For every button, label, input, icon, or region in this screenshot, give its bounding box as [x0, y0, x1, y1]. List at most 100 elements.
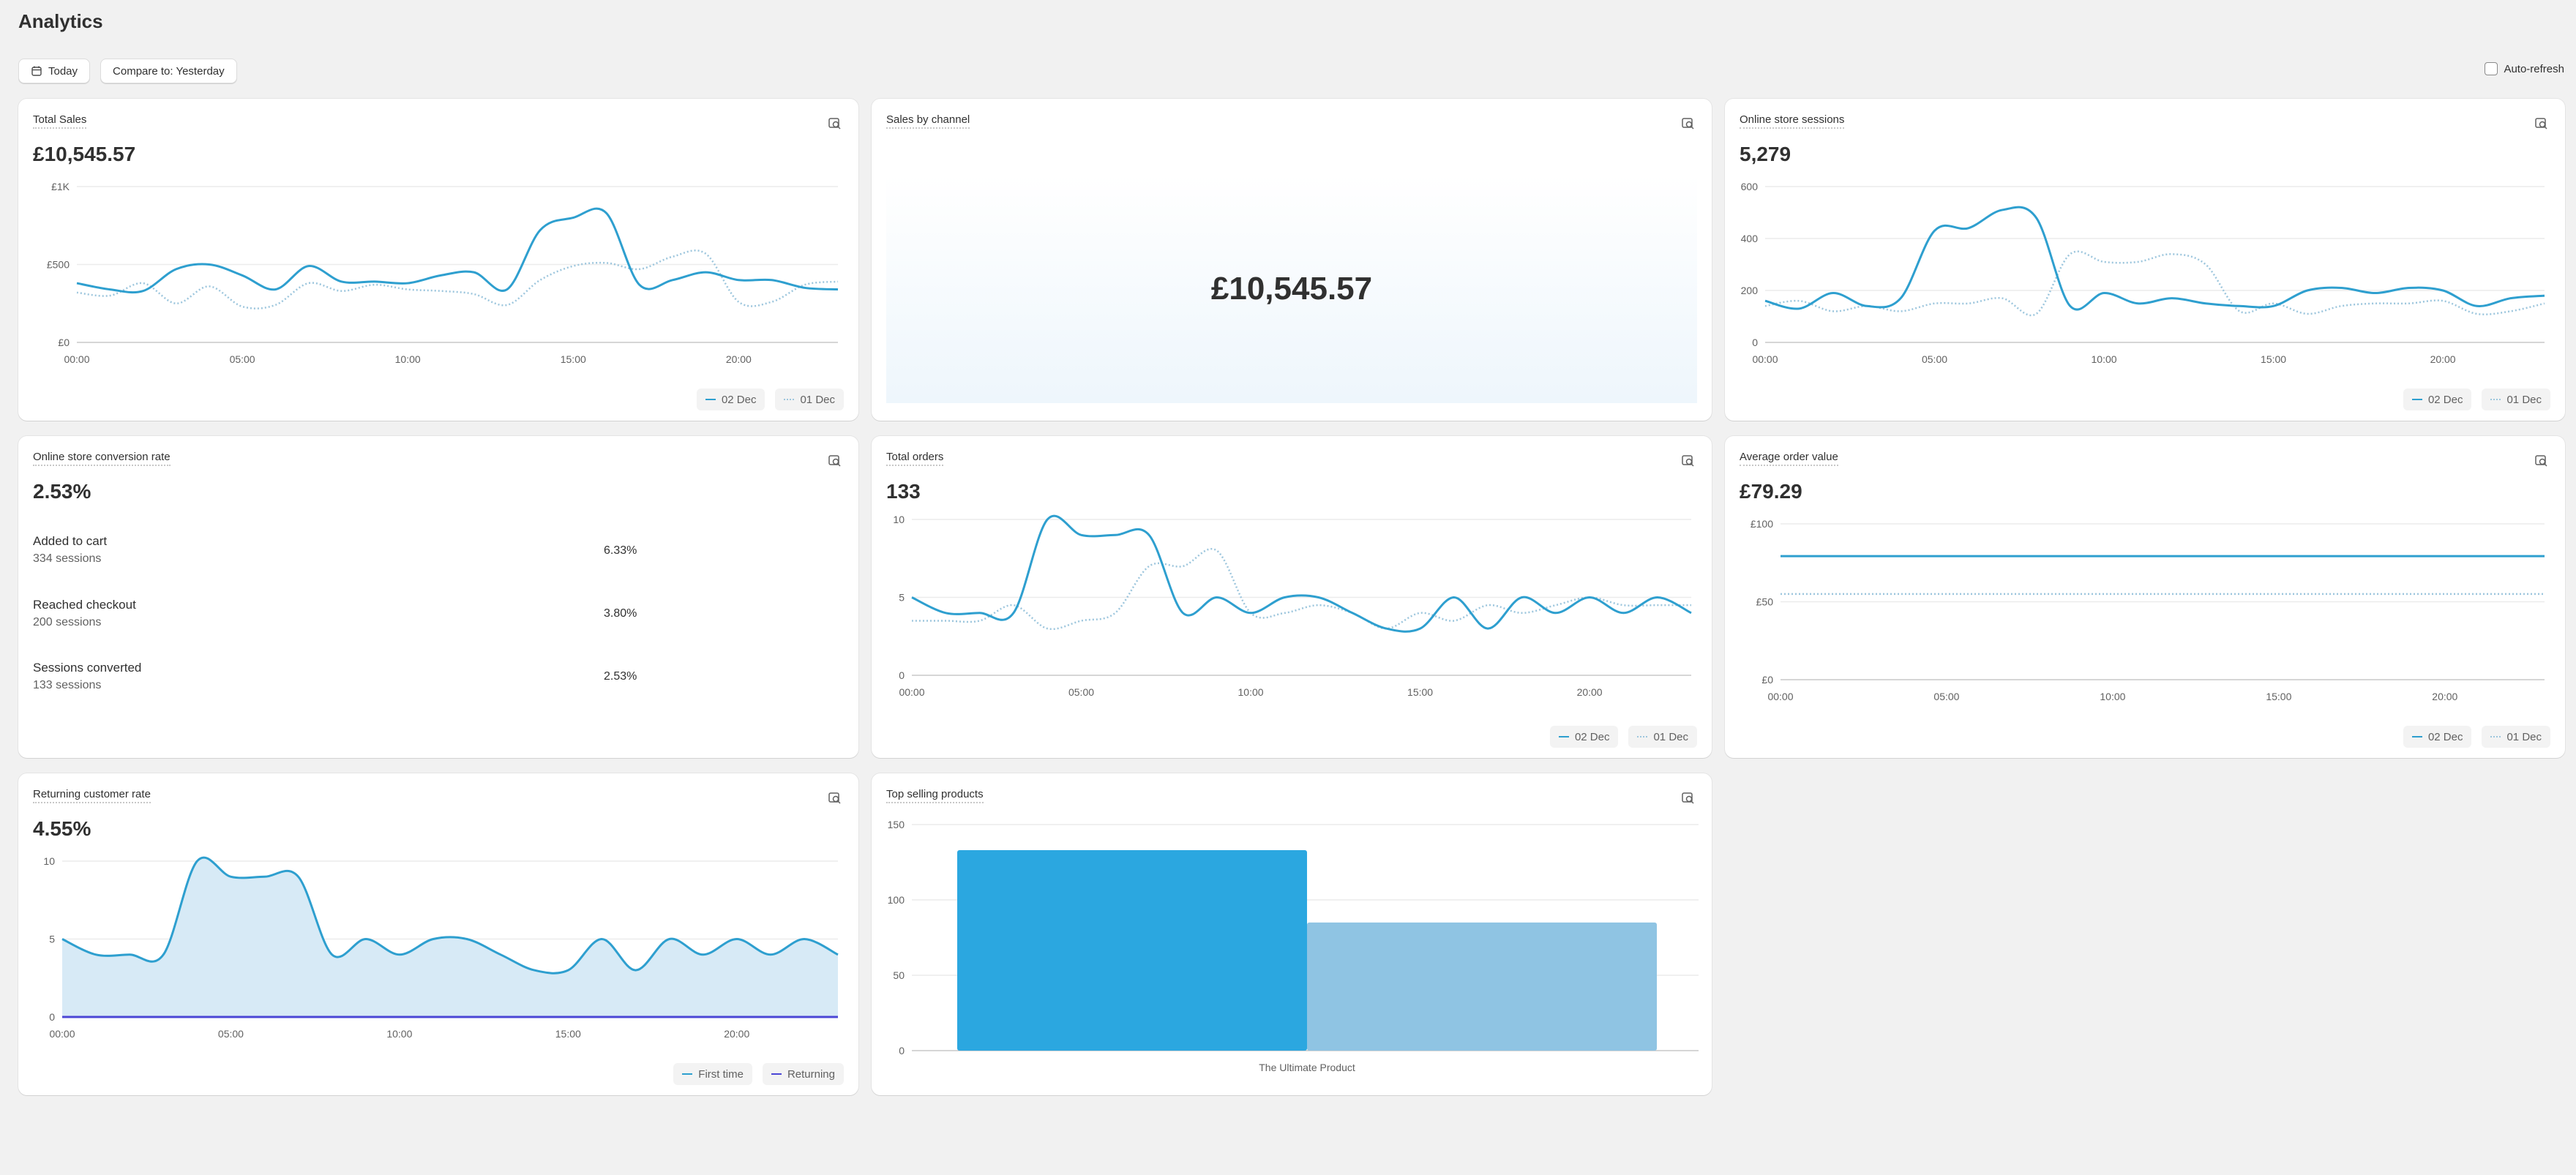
legend-label: 02 Dec	[1574, 730, 1610, 743]
card-title[interactable]: Returning customer rate	[33, 788, 151, 803]
explore-icon[interactable]	[828, 791, 842, 806]
x-tick-label: 15:00	[555, 1028, 581, 1040]
autorefresh-checkbox[interactable]	[2485, 62, 2498, 75]
conversion-row-sessions: 200 sessions	[33, 616, 102, 628]
y-tick-label: £500	[47, 259, 70, 271]
y-tick-label: 0	[49, 1011, 55, 1023]
legend-item-current[interactable]: 02 Dec	[2403, 388, 2472, 410]
bar-comparison[interactable]	[1307, 922, 1657, 1051]
x-tick-label: 00:00	[1752, 353, 1778, 365]
conversion-row-checkout: Reached checkout 200 sessions	[33, 598, 136, 629]
page-title: Analytics	[18, 10, 103, 32]
card-title[interactable]: Average order value	[1740, 451, 1838, 466]
x-tick-label: 05:00	[218, 1028, 244, 1040]
legend-item-first-time[interactable]: First time	[673, 1063, 752, 1085]
x-tick-label: 00:00	[49, 1028, 75, 1040]
autorefresh-toggle[interactable]: Auto-refresh	[2485, 62, 2564, 75]
y-tick-label: 0	[899, 669, 905, 681]
legend-line-solid	[2411, 736, 2422, 737]
legend-line-dotted	[784, 399, 795, 400]
legend-line-solid	[2411, 399, 2422, 400]
y-tick-label: 600	[1741, 181, 1759, 192]
conversion-row-converted: Sessions converted 133 sessions	[33, 661, 141, 692]
card-title[interactable]: Online store sessions	[1740, 113, 1845, 129]
x-tick-label: 20:00	[2430, 353, 2456, 365]
legend-item-current[interactable]: 02 Dec	[696, 388, 765, 410]
date-range-button[interactable]: Today	[18, 59, 91, 83]
x-tick-label: 20:00	[1577, 686, 1603, 698]
series-line-primary	[61, 856, 839, 975]
card-sales-by-channel: Sales by channel £10,545.57	[872, 99, 1712, 421]
x-tick-label: 05:00	[230, 353, 255, 365]
y-tick-label: 50	[893, 969, 905, 981]
x-tick-label: 10:00	[395, 353, 421, 365]
series-line-primary	[1764, 206, 2545, 311]
compare-button[interactable]: Compare to: Yesterday	[100, 59, 237, 83]
y-tick-label: 200	[1741, 285, 1759, 296]
x-tick-label: 05:00	[1922, 353, 1947, 365]
y-tick-label: 5	[899, 592, 905, 604]
channel-chart-area: £10,545.57	[886, 175, 1697, 403]
x-tick-label: 00:00	[899, 686, 924, 698]
y-tick-label: 10	[893, 514, 905, 525]
legend-line-solid	[682, 1073, 693, 1075]
explore-icon[interactable]	[828, 116, 842, 131]
legend-item-comparison[interactable]: 01 Dec	[775, 388, 844, 410]
explore-icon[interactable]	[1681, 791, 1696, 806]
legend-label: 02 Dec	[2427, 393, 2463, 406]
legend-item-current[interactable]: 02 Dec	[2403, 726, 2472, 748]
card-title[interactable]: Total orders	[886, 451, 944, 466]
conversion-row-pct: 3.80%	[604, 607, 637, 620]
explore-icon[interactable]	[1681, 116, 1696, 131]
legend-item-comparison[interactable]: 01 Dec	[2482, 388, 2550, 410]
bar-current[interactable]	[957, 850, 1307, 1051]
x-tick-label: 15:00	[2266, 691, 2291, 702]
legend-item-comparison[interactable]: 01 Dec	[2482, 726, 2550, 748]
total-orders-chart: 0 5 10 00:00 05:00 10:00 15:00 20:00	[893, 514, 1692, 698]
explore-icon[interactable]	[2534, 116, 2549, 131]
total-sales-chart: £0 £500 £1K 00:00 05:00 10:00 15:00 20:00	[47, 181, 839, 365]
returning-rate-chart: 0 5 10 00:00 05:00 10:00 15:00 20:00	[43, 855, 839, 1040]
card-title[interactable]: Sales by channel	[886, 113, 970, 129]
explore-icon[interactable]	[1681, 454, 1696, 468]
card-top-products: Top selling products 0 50 100 150 The Ultima…	[872, 773, 1712, 1095]
conversion-row-label: Sessions converted	[33, 661, 142, 675]
y-tick-label: £0	[58, 337, 70, 348]
card-value: £10,545.57	[33, 143, 136, 165]
series-line-comparison	[76, 249, 839, 309]
legend-item-returning[interactable]: Returning	[762, 1063, 844, 1085]
online-sessions-chart: 0 200 400 600 00:00 05:00 10:00 15:00 20:00	[1741, 181, 2545, 365]
legend-line-solid	[1558, 736, 1569, 737]
x-category-label: The Ultimate Product	[1259, 1062, 1355, 1073]
card-title[interactable]: Top selling products	[886, 788, 984, 803]
x-tick-label: 15:00	[2261, 353, 2286, 365]
card-conversion-rate: Online store conversion rate 2.53% Added…	[18, 436, 858, 758]
legend-label: 01 Dec	[1653, 730, 1688, 743]
legend: 02 Dec 01 Dec	[2403, 388, 2550, 410]
x-tick-label: 20:00	[726, 353, 752, 365]
x-tick-label: 20:00	[724, 1028, 749, 1040]
top-products-chart: 0 50 100 150 The Ultimate Product	[888, 819, 1699, 1073]
y-tick-label: £0	[1761, 674, 1773, 686]
legend-item-current[interactable]: 02 Dec	[1549, 726, 1619, 748]
legend-item-comparison[interactable]: 01 Dec	[1628, 726, 1697, 748]
explore-icon[interactable]	[2534, 454, 2549, 468]
compare-label: Compare to: Yesterday	[113, 64, 225, 78]
legend-line-purple	[771, 1073, 782, 1075]
explore-icon[interactable]	[828, 454, 842, 468]
card-title[interactable]: Total Sales	[33, 113, 87, 129]
conversion-row-label: Added to cart	[33, 534, 108, 548]
legend-label: 01 Dec	[2506, 393, 2542, 406]
x-tick-label: 15:00	[561, 353, 586, 365]
y-tick-label: 10	[43, 855, 55, 867]
card-online-sessions: Online store sessions 5,279 0 200 400 600 00…	[1725, 99, 2565, 421]
y-tick-label: 100	[888, 894, 905, 906]
x-tick-label: 00:00	[64, 353, 89, 365]
legend-line-solid	[705, 399, 716, 400]
legend: 02 Dec 01 Dec	[1549, 726, 1697, 748]
x-tick-label: 20:00	[2432, 691, 2457, 702]
legend-label: 01 Dec	[800, 393, 835, 406]
x-tick-label: 00:00	[1767, 691, 1793, 702]
card-returning-rate: Returning customer rate 4.55% 0 5 10 00:00 0…	[18, 773, 858, 1095]
card-title[interactable]: Online store conversion rate	[33, 451, 171, 466]
